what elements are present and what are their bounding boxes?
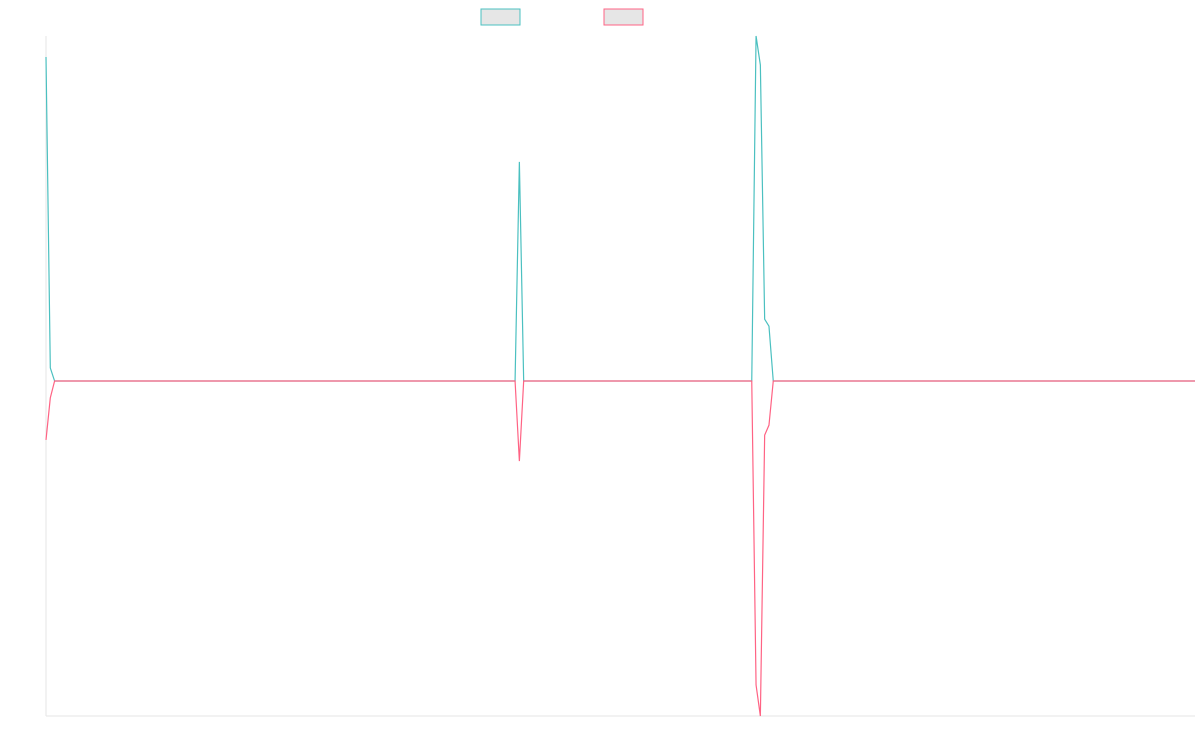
legend-swatch — [603, 8, 644, 26]
legend-swatch — [480, 8, 521, 26]
line-series — [45, 35, 1195, 382]
line-series — [45, 380, 1195, 717]
